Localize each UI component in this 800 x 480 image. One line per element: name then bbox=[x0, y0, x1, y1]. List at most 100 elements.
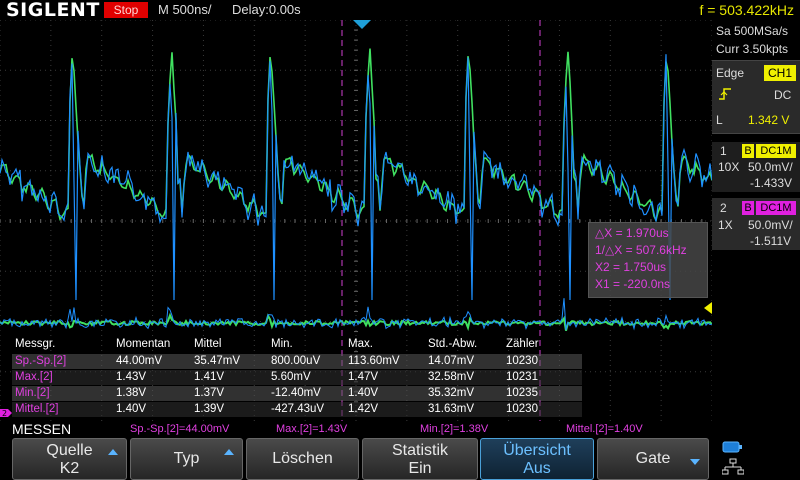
channel-2-number: 2 bbox=[720, 201, 727, 215]
arrow-up-icon bbox=[108, 449, 118, 455]
cursor-x1: X1 = -220.0ns bbox=[595, 277, 671, 291]
softkey-source-value: K2 bbox=[59, 460, 80, 477]
arrow-up-icon bbox=[224, 449, 234, 455]
softkey-gate-label: Gate bbox=[635, 450, 671, 467]
measurement-name: Max.[2] bbox=[15, 371, 53, 383]
measurement-min: -427.43uV bbox=[271, 403, 325, 415]
header-current: Momentan bbox=[116, 338, 171, 350]
header-min: Min. bbox=[271, 338, 293, 350]
header-count: Zähler bbox=[506, 338, 539, 350]
channel-1-coupling-badge: DC1M bbox=[756, 144, 796, 158]
channel-1-panel[interactable]: 1 B DC1M 10X 50.0mV/ -1.433V bbox=[712, 142, 800, 192]
measurement-max: 1.47V bbox=[348, 371, 379, 383]
measurement-std: 14.07mV bbox=[428, 355, 475, 367]
sample-rate: Sa 500MSa/s bbox=[716, 24, 789, 38]
measurement-header-row: Messgr. Momentan Mittel Min. Max. Std.-A… bbox=[12, 338, 582, 353]
channel-2-panel[interactable]: 2 B DC1M 1X 50.0mV/ -1.511V bbox=[712, 198, 800, 250]
measurement-std: 31.63mV bbox=[428, 403, 475, 415]
measurement-max: 113.60mV bbox=[348, 355, 400, 367]
trigger-coupling: DC bbox=[774, 88, 792, 102]
softkey-statistics-value: Ein bbox=[408, 460, 432, 477]
measurement-count: 10230 bbox=[506, 403, 538, 415]
header-std: Std.-Abw. bbox=[428, 338, 478, 350]
measurement-std: 35.32mV bbox=[428, 387, 475, 399]
channel-2-ground-marker-icon: 2 bbox=[0, 409, 12, 418]
measurement-std: 32.58mV bbox=[428, 371, 475, 383]
softkey-statistics[interactable]: Statistik Ein bbox=[362, 438, 478, 480]
trigger-type: Edge bbox=[716, 66, 745, 80]
right-info-panel: Sa 500MSa/s Curr 3.50kpts Edge CH1 DC L … bbox=[712, 20, 800, 422]
trigger-level-label: L bbox=[716, 113, 723, 127]
siglent-logo: SIGLENT bbox=[6, 0, 100, 21]
measurement-name: Min.[2] bbox=[15, 387, 50, 399]
trigger-panel[interactable]: Edge CH1 DC L 1.342 V bbox=[712, 60, 800, 134]
measurement-max: 1.40V bbox=[348, 387, 379, 399]
measurement-row: Max.[2] 1.43V 1.41V 5.60mV 1.47V 32.58mV 10231 bbox=[12, 370, 582, 385]
softkey-overview[interactable]: Übersicht Aus bbox=[480, 438, 594, 480]
measurement-cur: 44.00mV bbox=[116, 355, 163, 367]
measurement-name: Mittel.[2] bbox=[15, 403, 59, 415]
measurement-name: Sp.-Sp.[2] bbox=[15, 355, 67, 367]
channel-1-bw-badge: B bbox=[742, 144, 754, 158]
rising-edge-icon bbox=[719, 88, 731, 100]
timebase-readout[interactable]: M 500ns/ bbox=[158, 2, 212, 17]
channel-1-probe: 10X bbox=[718, 160, 740, 174]
measurement-mean: 1.37V bbox=[194, 387, 225, 399]
softkey-overview-label: Übersicht bbox=[503, 442, 571, 459]
summary-min: Min.[2]=1.38V bbox=[420, 423, 489, 435]
softkey-clear-label: Löschen bbox=[272, 450, 333, 467]
softkey-type[interactable]: Typ bbox=[130, 438, 243, 480]
measurement-row: Sp.-Sp.[2] 44.00mV 35.47mV 800.00uV 113.60mV… bbox=[12, 354, 582, 369]
channel-2-baseline-trace bbox=[0, 298, 712, 331]
network-icon bbox=[722, 458, 744, 475]
softkey-source[interactable]: Quelle K2 bbox=[12, 438, 127, 480]
softkey-source-label: Quelle bbox=[46, 442, 93, 459]
delay-readout[interactable]: Delay:0.00s bbox=[232, 2, 301, 17]
measurement-min: 5.60mV bbox=[271, 371, 311, 383]
channel-2-coupling-badge: DC1M bbox=[756, 201, 796, 215]
summary-pkpk: Sp.-Sp.[2]=44.00mV bbox=[130, 423, 230, 435]
channel-2-bw-badge: B bbox=[742, 201, 754, 215]
measurement-cur: 1.40V bbox=[116, 403, 147, 415]
cursor-delta-x: △X = 1.970us bbox=[595, 226, 669, 240]
measurement-min: -12.40mV bbox=[271, 387, 321, 399]
channel-2-scale: 50.0mV/ bbox=[748, 218, 793, 232]
trigger-level-marker[interactable] bbox=[704, 302, 712, 314]
cursor-x2: X2 = 1.750us bbox=[595, 260, 667, 274]
arrow-down-icon bbox=[690, 459, 700, 465]
softkey-clear[interactable]: Löschen bbox=[246, 438, 359, 480]
measurement-mean: 35.47mV bbox=[194, 355, 241, 367]
softkey-type-label: Typ bbox=[173, 450, 200, 467]
measurement-cur: 1.38V bbox=[116, 387, 147, 399]
battery-icon bbox=[722, 441, 742, 453]
channel-2-offset: -1.511V bbox=[750, 234, 792, 248]
trigger-position-marker[interactable] bbox=[353, 20, 371, 29]
channel-1-offset: -1.433V bbox=[750, 176, 793, 190]
summary-mean: Mittel.[2]=1.40V bbox=[566, 423, 643, 435]
menu-title: MESSEN bbox=[12, 421, 72, 437]
header-max: Max. bbox=[348, 338, 373, 350]
run-stop-indicator[interactable]: Stop bbox=[104, 2, 148, 18]
measurement-mean: 1.41V bbox=[194, 371, 225, 383]
measurement-min: 800.00uV bbox=[271, 355, 321, 367]
measurement-mean: 1.39V bbox=[194, 403, 225, 415]
softkey-gate[interactable]: Gate bbox=[597, 438, 709, 480]
channel-1-number: 1 bbox=[720, 144, 727, 158]
trigger-level: 1.342 V bbox=[748, 113, 790, 127]
cursor-inverse-delta-x: 1/△X = 507.6kHz bbox=[595, 243, 687, 257]
channel-2-probe: 1X bbox=[718, 218, 733, 232]
measurement-cur: 1.43V bbox=[116, 371, 147, 383]
menu-title-row: 2 MESSEN Sp.-Sp.[2]=44.00mV Max.[2]=1.43… bbox=[0, 409, 800, 438]
summary-max: Max.[2]=1.43V bbox=[276, 423, 348, 435]
measurement-count: 10235 bbox=[506, 387, 538, 399]
softkey-statistics-label: Statistik bbox=[391, 442, 448, 459]
measurement-max: 1.42V bbox=[348, 403, 379, 415]
trigger-source-badge: CH1 bbox=[764, 65, 796, 81]
measurement-table: Messgr. Momentan Mittel Min. Max. Std.-A… bbox=[12, 338, 582, 420]
memory-depth: Curr 3.50kpts bbox=[716, 42, 789, 56]
header-mean: Mittel bbox=[194, 338, 222, 350]
cursor-readout-box: △X = 1.970us 1/△X = 507.6kHz X2 = 1.750u… bbox=[588, 222, 708, 298]
header-name: Messgr. bbox=[15, 338, 56, 350]
frequency-counter: f = 503.422kHz bbox=[699, 2, 794, 18]
top-status-bar bbox=[0, 0, 800, 20]
